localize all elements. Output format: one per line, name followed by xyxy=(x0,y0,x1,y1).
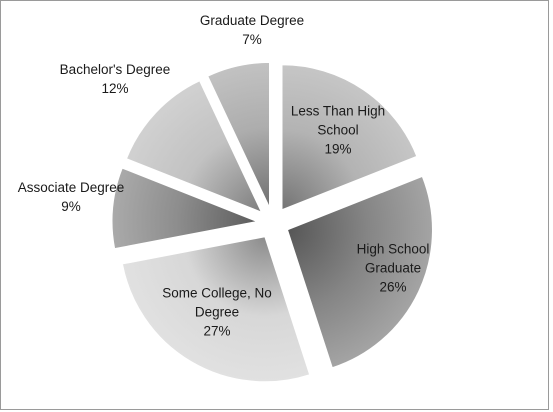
slice-label-line: Graduate xyxy=(364,260,422,276)
slice-label-bachelors-degree: Bachelor's Degree 12% xyxy=(60,60,171,98)
slice-percent: 27% xyxy=(203,323,231,339)
pie-slice-less-than-high-school xyxy=(281,64,418,211)
slice-percent: 9% xyxy=(61,199,81,214)
pie-slice-some-college xyxy=(121,236,311,383)
pie-slice-high-school-graduate xyxy=(286,175,433,369)
slice-label-line: Bachelor's Degree xyxy=(59,62,171,77)
slice-label-line: Graduate Degree xyxy=(199,13,305,28)
slice-label-less-than-high-school: Less Than High School 19% xyxy=(291,102,385,159)
slice-label-line: Some College, No xyxy=(162,285,272,301)
slice-percent: 12% xyxy=(101,81,129,96)
slice-label-graduate-degree: Graduate Degree 7% xyxy=(200,11,304,49)
slice-percent: 19% xyxy=(324,141,352,157)
slice-label-associate-degree: Associate Degree 9% xyxy=(18,178,125,216)
slice-label-line: Less Than High xyxy=(290,103,386,119)
slice-percent: 26% xyxy=(379,279,407,295)
pie-slice-associate-degree xyxy=(111,167,259,250)
slice-label-line: Degree xyxy=(194,304,240,320)
pie-slice-graduate-degree xyxy=(207,61,271,208)
slice-label-high-school-graduate: High School Graduate 26% xyxy=(357,240,430,297)
slice-label-line: Associate Degree xyxy=(17,180,125,195)
slice-label-line: School xyxy=(317,122,359,138)
slice-label-line: High School xyxy=(356,241,430,257)
slice-label-some-college: Some College, No Degree 27% xyxy=(162,284,272,341)
pie-slice-bachelors-degree xyxy=(125,80,263,213)
slice-percent: 7% xyxy=(242,32,262,47)
